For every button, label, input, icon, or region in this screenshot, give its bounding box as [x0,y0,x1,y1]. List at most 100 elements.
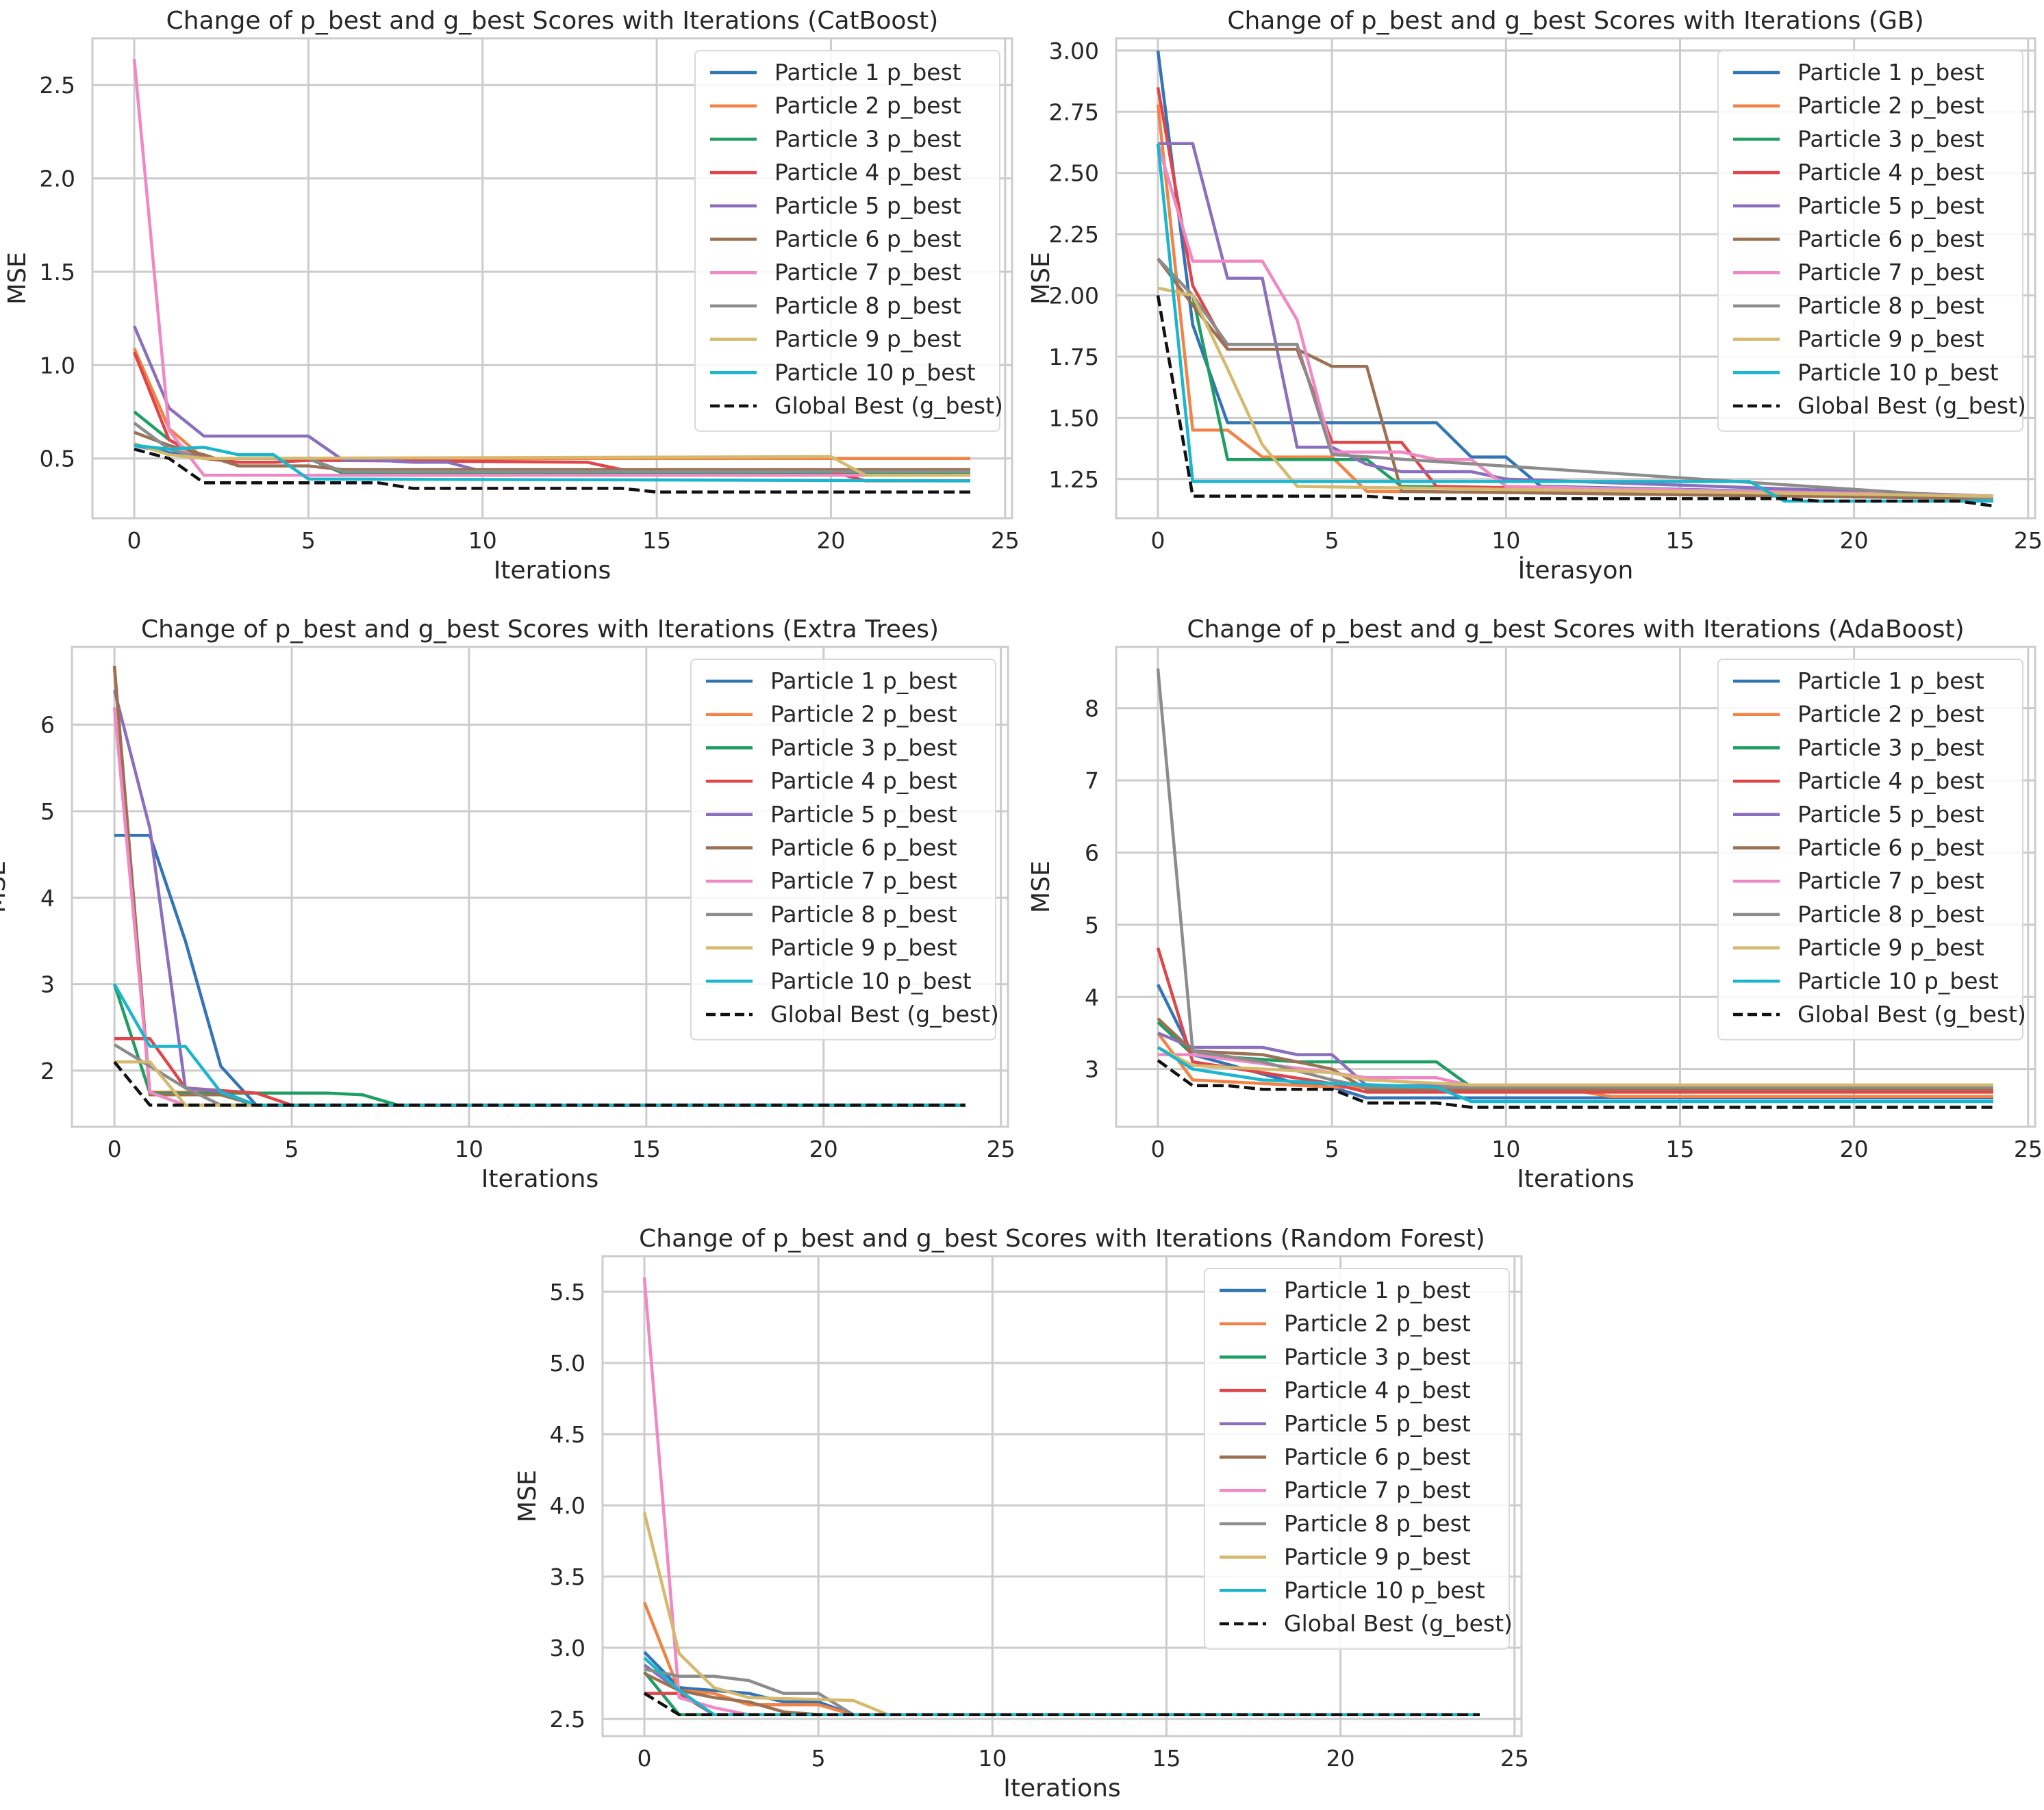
legend-label: Particle 2 p_best [1797,92,1984,119]
chart-panel: 0 5 10 15 20 25 3 4 5 6 7 8 Change of p_best and g_b… [1027,615,2043,1193]
y-tick-label: 2.75 [1049,99,1099,125]
y-tick-label: 2.50 [1049,160,1099,187]
legend-label: Particle 6 p_best [1797,834,1984,861]
particle-line [134,444,971,483]
y-tick-label: 2.25 [1049,221,1099,248]
legend-label: Particle 5 p_best [1797,801,1984,828]
particle-line [114,1036,966,1107]
particle-line [113,1043,966,1107]
legend-label: Particle 6 p_best [1797,226,1984,253]
legend-label: Particle 5 p_best [770,801,957,828]
legend-label: Particle 10 p_best [774,359,976,385]
legend-box [1717,50,2023,432]
x-tick-label: 25 [2014,527,2043,554]
x-tick-label: 15 [632,1136,661,1162]
x-axis-label: Iterations [494,557,611,585]
legend-label: Particle 5 p_best [774,192,961,219]
legend-label: Particle 4 p_best [774,159,961,186]
y-tick-label: 1.50 [1049,405,1099,431]
chart-title: Change of p_best and g_best Scores with … [141,615,939,643]
y-tick-label: 2.00 [1049,283,1099,309]
x-tick-label: 5 [285,1136,299,1162]
particle-line [1156,143,1994,498]
particle-line [644,1667,1480,1717]
legend-label: Particle 10 p_best [770,967,972,994]
y-tick-label: 7 [1085,767,1099,794]
legend-label: Particle 7 p_best [1284,1477,1471,1503]
y-axis-label: MSE [514,1470,542,1522]
x-tick-label: 15 [1666,527,1695,554]
global-best-line [1156,295,1994,508]
x-tick-label: 10 [1491,1136,1520,1162]
x-tick-label: 25 [2014,1136,2043,1162]
legend-label: Particle 10 p_best [1284,1577,1485,1603]
y-tick-label: 3.0 [550,1635,585,1661]
x-axis-label: İterasyon [1518,556,1634,585]
y-tick-label: 1.5 [40,259,75,285]
legend-label: Global Best (g_best) [774,392,1003,419]
particle-line [1157,286,1994,498]
legend: Particle 1 p_best Particle 2 p_best Partic… [690,659,999,1041]
x-axis-label: Iterations [481,1165,598,1193]
x-tick-label: 20 [1840,527,1869,554]
y-tick-label: 6 [1085,839,1099,866]
legend-label: Particle 2 p_best [770,701,957,728]
legend-label: Particle 5 p_best [1284,1410,1471,1437]
legend-label: Particle 3 p_best [770,734,957,761]
legend-label: Particle 4 p_best [1797,767,1984,794]
legend-label: Particle 9 p_best [1797,934,1984,961]
legend-label: Particle 6 p_best [774,226,961,253]
plot-frame [1115,646,2036,1128]
legend-label: Global Best (g_best) [1797,392,2026,419]
y-tick-label: 5.0 [550,1350,585,1377]
y-tick-label: 1.0 [40,352,75,379]
y-tick-label: 3 [40,971,55,998]
particle-line [134,442,970,477]
x-tick-label: 0 [108,1136,122,1162]
x-tick-label: 10 [978,1745,1007,1772]
x-tick-label: 10 [1491,527,1520,554]
legend-label: Particle 6 p_best [770,834,957,861]
chart-title: Change of p_best and g_best Scores with … [1227,7,1923,35]
legend-label: Particle 9 p_best [774,326,961,353]
legend-box [694,50,1000,432]
plot-frame [71,646,1009,1128]
y-tick-label: 4 [40,884,55,911]
legend-label: Particle 8 p_best [1797,292,1984,319]
particle-line [1157,1017,1993,1091]
particle-line [132,325,970,474]
legend-label: Particle 1 p_best [1797,667,1984,694]
legend-label: Global Best (g_best) [1284,1610,1513,1637]
legend-label: Particle 7 p_best [1797,867,1984,894]
legend-label: Particle 10 p_best [1797,359,1999,385]
legend-label: Global Best (g_best) [1797,1001,2026,1028]
global-best-line [643,1692,1480,1717]
y-axis-label: MSE [0,861,11,913]
particle-line [1157,257,1994,500]
x-tick-label: 0 [127,527,142,554]
legend-label: Particle 2 p_best [1797,701,1984,728]
x-tick-label: 10 [468,527,497,554]
legend-label: Particle 7 p_best [770,867,957,894]
x-tick-label: 5 [1325,527,1339,554]
y-tick-label: 3.5 [550,1564,585,1590]
legend: Particle 1 p_best Particle 2 p_best Partic… [1204,1268,1513,1650]
y-axis-label: MSE [1027,861,1055,913]
y-axis-label: MSE [3,252,31,305]
legend-label: Particle 2 p_best [1284,1310,1471,1337]
y-tick-label: 5.5 [550,1279,585,1305]
particle-line [1157,257,1994,500]
legend-label: Particle 2 p_best [774,92,961,119]
y-tick-label: 5 [1085,912,1099,939]
particle-line [134,431,970,472]
x-tick-label: 20 [1840,1136,1869,1162]
legend-box [1717,659,2023,1041]
x-tick-label: 0 [1151,1136,1165,1162]
y-tick-label: 6 [40,712,55,739]
legend-label: Particle 1 p_best [1797,59,1984,86]
y-tick-label: 3.00 [1049,38,1099,64]
particle-line [1157,1046,1993,1087]
particle-line [644,1672,1480,1717]
x-tick-label: 25 [1500,1745,1529,1772]
